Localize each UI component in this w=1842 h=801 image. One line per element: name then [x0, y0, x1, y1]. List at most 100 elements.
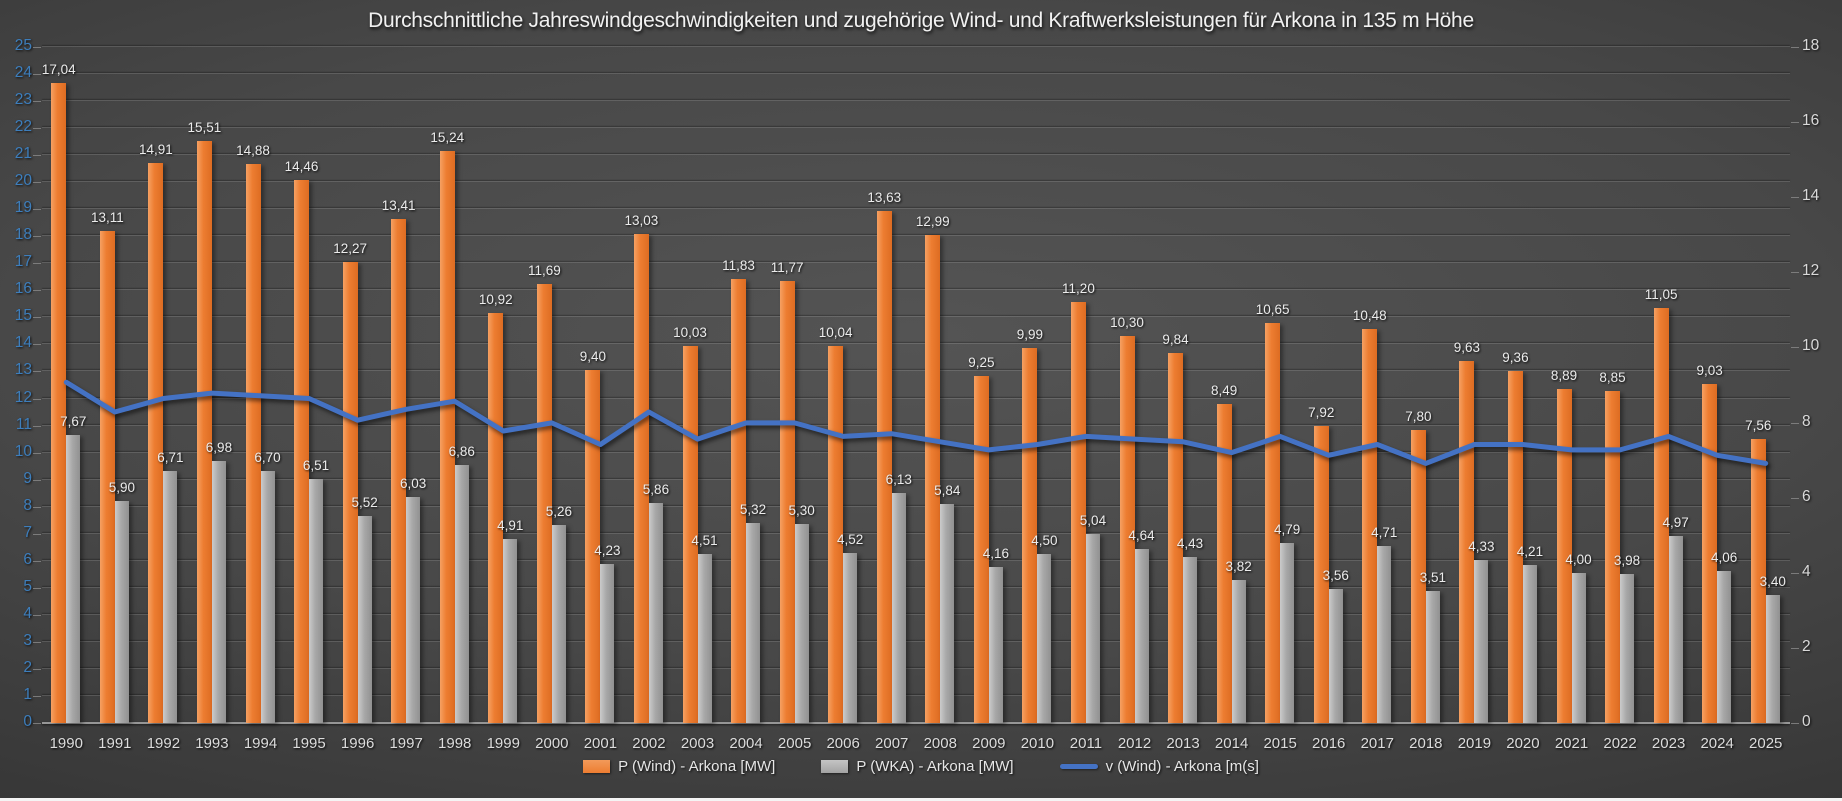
- bar-label-p-wind: 15,51: [187, 119, 222, 135]
- axis-label-left: 23: [14, 91, 32, 109]
- bar-label-p-wka: 4,52: [837, 532, 864, 548]
- bar-label-p-wka: 5,30: [788, 502, 815, 518]
- bar-p-wind: [1556, 389, 1572, 723]
- gridline: [42, 532, 1790, 534]
- bar-label-p-wka: 3,40: [1759, 574, 1786, 590]
- gridline: [42, 46, 1790, 47]
- bar-p-wka: [1717, 570, 1732, 723]
- year-label: 1994: [243, 735, 278, 752]
- bar-p-wind: [1313, 425, 1329, 723]
- axis-label-right: 10: [1802, 337, 1820, 355]
- bar-label-p-wka: 6,51: [302, 457, 330, 473]
- bar-label-p-wka: 4,79: [1274, 522, 1301, 538]
- bar-label-p-wka: 6,03: [400, 475, 427, 491]
- bar-label-p-wind: 8,49: [1210, 383, 1238, 399]
- bar-p-wind: [51, 83, 67, 723]
- axis-tick-left: [33, 74, 41, 76]
- bar-label-p-wka: 5,26: [545, 504, 572, 520]
- year-label: 1990: [49, 735, 83, 752]
- bar-label-p-wka: 4,43: [1176, 535, 1204, 551]
- bar-label-p-wka: 5,86: [642, 481, 670, 497]
- axis-tick-left: [33, 479, 41, 481]
- axis-label-left: 21: [14, 145, 32, 163]
- axis-tick-left: [33, 128, 41, 130]
- bar-p-wka: [1183, 556, 1198, 723]
- axis-tick-left: [33, 317, 41, 319]
- bar-label-p-wind: 10,30: [1110, 315, 1144, 331]
- year-label: 2012: [1117, 735, 1152, 752]
- bar-p-wind: [973, 375, 989, 723]
- axis-label-left: 0: [23, 713, 32, 730]
- axis-tick-left: [33, 155, 41, 157]
- plot-area: 17,04 7,67 13,11 5,90 14,91 6,71 15,51 6,98 14,8…: [42, 46, 1790, 724]
- bar-p-wka: [1620, 573, 1635, 723]
- year-label: 2025: [1749, 735, 1783, 752]
- axis-tick-left: [33, 533, 41, 535]
- bar-p-wind: [585, 369, 601, 723]
- bar-p-wka: [1328, 589, 1343, 723]
- bar-label-p-wind: 12,27: [333, 241, 367, 257]
- axis-tick-left: [33, 47, 41, 48]
- bar-label-p-wind: 10,03: [673, 325, 707, 341]
- axis-tick-left: [33, 263, 41, 265]
- bar-label-p-wind: 7,80: [1405, 409, 1432, 425]
- axis-tick-left: [33, 344, 41, 346]
- axis-label-right: 0: [1802, 713, 1811, 730]
- bar-label-p-wka: 5,84: [934, 482, 961, 498]
- legend-label-p-wka: P (WKA) - Arkona [MW]: [856, 758, 1014, 775]
- bar-p-wind: [1070, 302, 1086, 723]
- axis-label-left: 16: [14, 280, 32, 298]
- axis-label-right: 12: [1802, 262, 1820, 280]
- axis-label-right: 14: [1802, 187, 1820, 205]
- axis-tick-left: [33, 587, 41, 589]
- axis-tick-left: [33, 425, 41, 427]
- bar-p-wka: [211, 460, 226, 723]
- bar-p-wind: [196, 140, 212, 723]
- bar-p-wka: [454, 465, 469, 723]
- bar-label-p-wind: 8,89: [1550, 368, 1578, 384]
- bar-label-p-wind: 11,83: [722, 257, 755, 273]
- bar-p-wind: [1168, 353, 1184, 723]
- bar-p-wka: [66, 434, 81, 723]
- bar-label-p-wka: 5,32: [739, 502, 767, 518]
- bar-label-p-wka: 4,06: [1711, 549, 1738, 565]
- axis-label-left: 14: [14, 334, 32, 352]
- year-label: 2020: [1506, 735, 1540, 752]
- bar-label-p-wind: 14,88: [236, 143, 270, 159]
- bar-label-p-wind: 9,84: [1162, 332, 1189, 348]
- bar-p-wka: [309, 478, 324, 723]
- axis-tick-left: [33, 506, 41, 508]
- axis-tick-left: [33, 668, 41, 670]
- bar-p-wind: [1507, 371, 1523, 723]
- bar-label-p-wind: 13,03: [624, 212, 659, 228]
- bar-p-wind: [682, 346, 698, 723]
- bar-p-wind: [1702, 383, 1718, 723]
- gridline: [42, 559, 1790, 561]
- bar-label-p-wka: 5,52: [351, 494, 378, 510]
- gridline: [42, 478, 1790, 480]
- bar-p-wind: [1022, 347, 1038, 723]
- gridline: [42, 100, 1790, 102]
- bar-p-wka: [1377, 546, 1392, 723]
- legend-item-p-wind: P (Wind) - Arkona [MW]: [583, 758, 775, 775]
- bar-label-p-wka: 4,97: [1662, 515, 1689, 531]
- bar-label-p-wind: 13,41: [381, 198, 416, 214]
- axis-tick-left: [33, 723, 41, 724]
- gridline: [42, 343, 1790, 345]
- bar-p-wka: [746, 523, 761, 723]
- bar-p-wka: [357, 515, 372, 723]
- year-label: 1991: [98, 735, 132, 752]
- bar-label-p-wka: 7,67: [60, 413, 87, 429]
- bar-p-wind: [1265, 323, 1281, 723]
- bar-p-wind: [1119, 336, 1135, 723]
- year-label: 1993: [195, 735, 229, 752]
- bar-label-p-wka: 3,56: [1322, 568, 1349, 584]
- year-label: 2013: [1166, 735, 1200, 752]
- year-label: 2022: [1603, 735, 1637, 752]
- bar-label-p-wind: 9,63: [1453, 340, 1481, 356]
- gridline: [42, 397, 1790, 399]
- axis-tick-right: [1791, 197, 1799, 199]
- year-label: 2003: [680, 735, 715, 752]
- bar-p-wind: [731, 278, 747, 723]
- bar-p-wka: [1085, 533, 1100, 723]
